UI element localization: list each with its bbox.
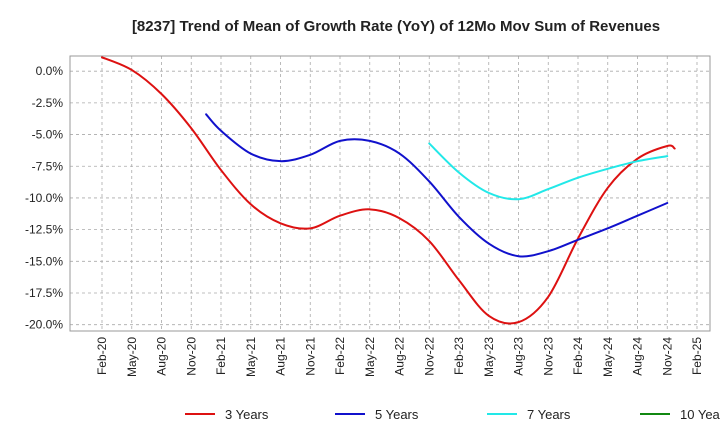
x-tick-label: Feb-23 xyxy=(452,337,466,375)
x-tick-label: Feb-24 xyxy=(571,337,585,375)
x-tick-label: May-20 xyxy=(125,337,139,377)
x-tick-label: May-24 xyxy=(601,337,615,377)
legend-label: 10 Years xyxy=(680,407,720,422)
x-tick-label: Feb-22 xyxy=(333,337,347,375)
x-tick-label: Feb-20 xyxy=(95,337,109,375)
series-line-3-years xyxy=(101,56,676,325)
y-tick-label: -15.0% xyxy=(25,254,63,268)
x-tick-label: May-23 xyxy=(482,337,496,377)
y-tick-label: -5.0% xyxy=(32,128,64,142)
legend: 3 Years 5 Years 7 Years 10 Years xyxy=(185,407,720,422)
chart-title: [8237] Trend of Mean of Growth Rate (YoY… xyxy=(132,18,660,35)
grid xyxy=(70,56,710,331)
y-tick-label: -7.5% xyxy=(32,159,64,173)
legend-label: 3 Years xyxy=(225,407,269,422)
x-tick-label: May-21 xyxy=(244,337,258,377)
x-tick-label: Aug-24 xyxy=(631,337,645,376)
x-tick-label: Aug-22 xyxy=(393,337,407,376)
x-tick-label: Aug-21 xyxy=(274,337,288,376)
y-axis: 0.0% -2.5% -5.0% -7.5% -10.0% -12.5% -15.0% -17… xyxy=(25,64,63,331)
x-tick-label: Aug-20 xyxy=(155,337,169,376)
y-tick-label: -17.5% xyxy=(25,286,63,300)
x-tick-label: Nov-24 xyxy=(660,337,674,376)
x-tick-label: Nov-21 xyxy=(303,337,317,376)
x-tick-label: Feb-25 xyxy=(690,337,704,375)
y-tick-label: -2.5% xyxy=(32,96,64,110)
x-tick-label: Nov-23 xyxy=(541,337,555,376)
x-tick-label: Nov-22 xyxy=(422,337,436,376)
y-tick-label: -12.5% xyxy=(25,223,63,237)
y-tick-label: -10.0% xyxy=(25,191,63,205)
legend-label: 7 Years xyxy=(527,407,571,422)
y-tick-label: 0.0% xyxy=(36,64,64,78)
x-tick-label: Feb-21 xyxy=(214,337,228,375)
x-tick-label: Nov-20 xyxy=(184,337,198,376)
series-line-5-years xyxy=(205,113,669,258)
x-tick-label: Aug-23 xyxy=(512,337,526,376)
series-lines xyxy=(101,56,676,325)
plot-frame xyxy=(69,55,711,332)
x-tick-label: May-22 xyxy=(363,337,377,377)
series-line-7-years xyxy=(428,142,669,201)
x-axis: Feb-20 May-20 Aug-20 Nov-20 Feb-21 May-21 Aug-… xyxy=(95,337,720,377)
y-tick-label: -20.0% xyxy=(25,318,63,332)
legend-label: 5 Years xyxy=(375,407,419,422)
